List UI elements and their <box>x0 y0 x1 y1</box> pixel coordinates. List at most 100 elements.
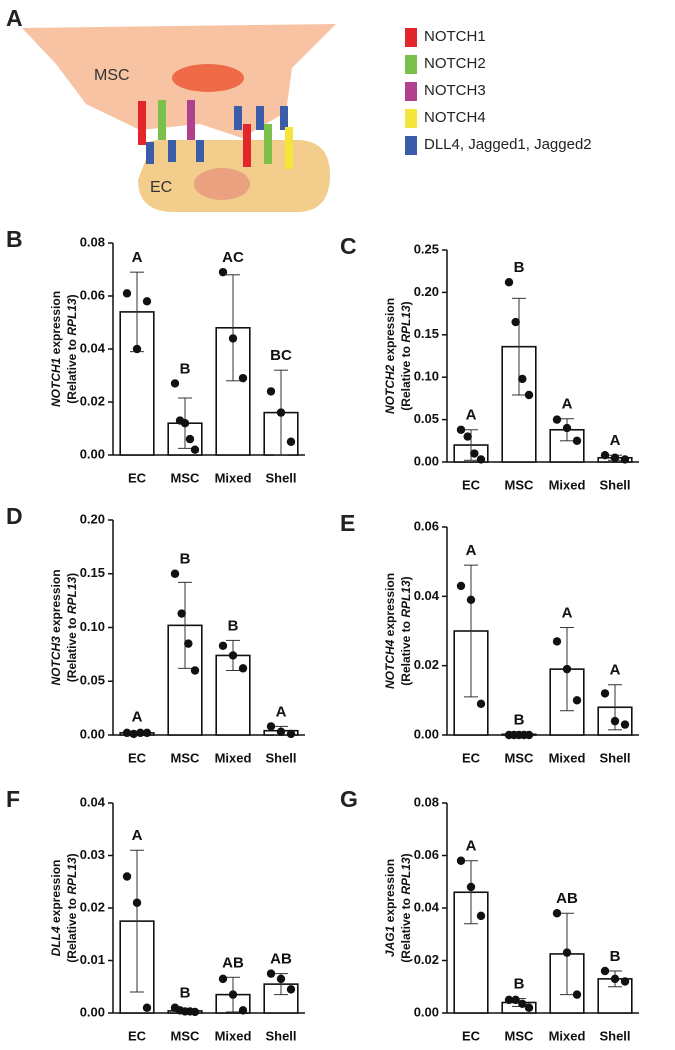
legend-swatch <box>405 55 417 74</box>
data-point <box>218 974 228 984</box>
ec-nucleus <box>194 168 250 200</box>
legend-label: NOTCH3 <box>424 82 486 99</box>
y-axis-label-part: RPL13 <box>399 580 413 618</box>
data-point <box>238 1006 248 1015</box>
receptor <box>285 127 293 169</box>
x-tick-label: Shell <box>265 1028 296 1043</box>
panel-label: E <box>340 510 355 536</box>
x-tick-label: EC <box>128 750 147 765</box>
y-axis-label-part: expression <box>49 291 63 358</box>
data-point <box>600 689 610 698</box>
y-axis-label-part: ) <box>65 573 79 577</box>
y-tick-label: 0.02 <box>414 657 439 672</box>
x-tick-label: Shell <box>265 750 296 765</box>
y-axis-label-part: NOTCH4 <box>383 639 397 689</box>
data-point <box>170 569 180 578</box>
x-tick-label: Shell <box>599 477 630 492</box>
data-point <box>620 720 630 729</box>
data-point <box>562 423 572 433</box>
significance-letter: B <box>514 711 525 728</box>
y-tick-label: 0.01 <box>80 952 105 967</box>
y-tick-label: 0.04 <box>80 794 106 809</box>
x-tick-label: Shell <box>599 750 630 765</box>
receptors <box>138 100 293 169</box>
data-point <box>132 898 142 907</box>
y-axis-label-part: (Relative to <box>399 895 413 963</box>
cell-label: MSC <box>94 67 130 84</box>
data-point <box>122 872 132 881</box>
data-point <box>518 999 527 1009</box>
significance-letter: B <box>180 360 191 377</box>
x-tick-label: Mixed <box>215 750 252 765</box>
bar-chart: F DLL4 expression(Relative to RPL13) 0.00 0… <box>6 786 305 1043</box>
panel-label: C <box>340 233 357 259</box>
y-axis-label-part: expression <box>49 569 63 636</box>
data-point <box>228 651 238 660</box>
legend-label: NOTCH2 <box>424 55 486 72</box>
y-axis-label: (Relative to RPL13) <box>399 853 413 962</box>
x-tick-label: EC <box>128 1028 147 1043</box>
data-point <box>286 437 296 446</box>
legend-swatch <box>405 136 417 155</box>
data-point <box>276 727 286 736</box>
data-point <box>184 639 193 648</box>
significance-letter: AC <box>222 249 244 266</box>
data-point <box>511 995 520 1005</box>
panel-label: F <box>6 786 20 812</box>
significance-letter: B <box>514 259 525 276</box>
x-tick-label: Mixed <box>549 750 586 765</box>
y-tick-label: 0.15 <box>414 326 439 341</box>
y-axis-label-part: ) <box>65 294 79 298</box>
legend: NOTCH1 NOTCH2 NOTCH3 NOTCH4 DLL4, Jagged1, J… <box>405 28 592 155</box>
data-point <box>177 609 186 618</box>
x-tick-label: Mixed <box>215 470 252 485</box>
data-point <box>136 728 145 738</box>
data-point <box>170 379 180 388</box>
data-point <box>466 882 476 892</box>
y-tick-label: 0.15 <box>80 565 105 580</box>
data-point <box>456 856 466 865</box>
data-point <box>476 455 486 464</box>
msc-nucleus <box>172 64 244 92</box>
data-point <box>524 730 534 740</box>
data-point <box>518 374 527 384</box>
y-axis-label-part: (Relative to <box>65 895 79 963</box>
significance-letter: A <box>276 703 287 720</box>
significance-letter: B <box>610 948 621 965</box>
y-axis-label-part: (Relative to <box>65 336 79 404</box>
panel-label: D <box>6 503 23 529</box>
y-axis-label: NOTCH2 expression <box>383 298 397 414</box>
y-axis-label-part: RPL13 <box>399 305 413 343</box>
y-tick-label: 0.10 <box>80 619 105 634</box>
significance-letter: A <box>466 542 477 559</box>
y-axis-label-part: expression <box>383 573 397 640</box>
data-point <box>180 419 190 428</box>
y-axis-label-part: RPL13 <box>65 576 79 614</box>
x-tick-label: Mixed <box>215 1028 252 1043</box>
panel-a: A MSC EC NOTCH1 NOTCH2 NOTCH3 NOTCH4 DLL4, J… <box>6 5 592 212</box>
panel-label: B <box>6 226 23 252</box>
y-axis-label: (Relative to RPL13) <box>65 573 79 682</box>
significance-letter: AB <box>556 890 578 907</box>
y-axis-label-part: NOTCH1 <box>49 357 63 407</box>
data-point <box>122 289 132 298</box>
y-axis-label-part: JAG1 <box>383 925 397 957</box>
x-tick-label: Mixed <box>549 1028 586 1043</box>
y-axis-label: (Relative to RPL13) <box>399 301 413 410</box>
receptor <box>158 100 166 140</box>
data-point <box>129 729 138 739</box>
data-point <box>511 317 520 327</box>
data-point <box>572 696 582 705</box>
data-point <box>266 387 276 396</box>
legend-swatch <box>405 109 417 128</box>
data-point <box>610 453 620 462</box>
data-point <box>456 581 466 591</box>
receptor <box>243 124 251 167</box>
significance-letter: A <box>610 662 621 679</box>
y-tick-label: 0.05 <box>80 673 105 688</box>
receptor <box>168 140 176 162</box>
